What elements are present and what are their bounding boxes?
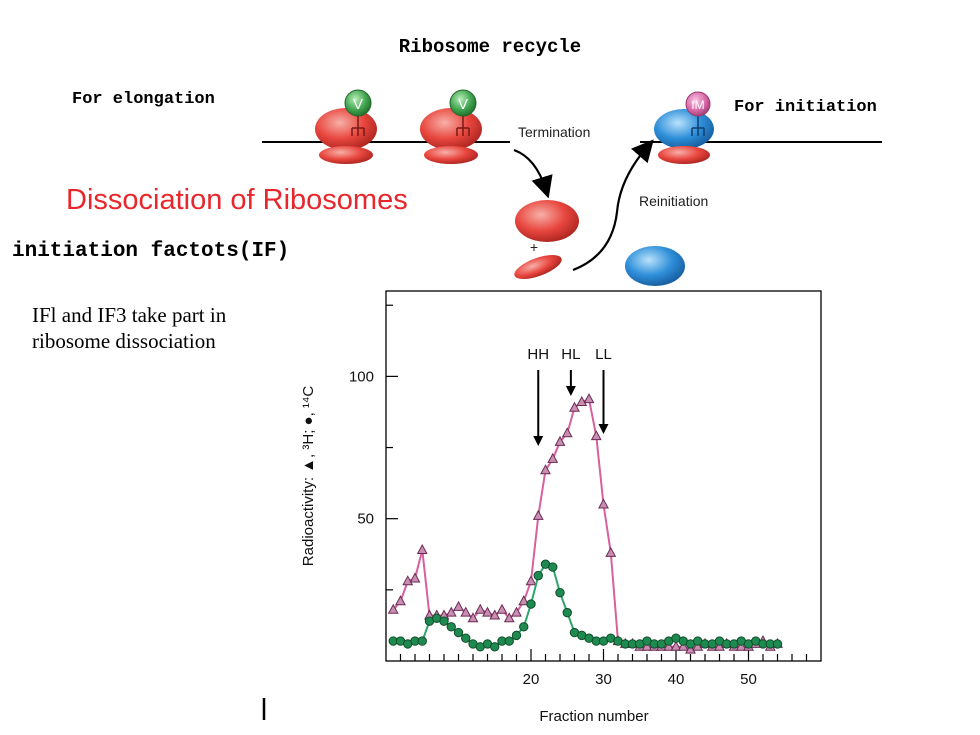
- data-point: [685, 643, 696, 654]
- data-point: [569, 401, 580, 412]
- label-reinitiation: Reinitiation: [639, 193, 708, 209]
- data-point: [445, 606, 457, 617]
- y-axis-ticks: 50 100: [349, 304, 398, 591]
- x-axis-label: Fraction number: [539, 708, 648, 725]
- note-text: IFl and IF3 take part in ribosome dissoc…: [32, 302, 332, 354]
- trna-v-icon: [449, 89, 477, 117]
- data-point: [518, 595, 530, 606]
- data-point: [474, 603, 486, 614]
- small-subunit-free: [514, 254, 562, 280]
- peak-arrowhead: [533, 436, 544, 446]
- y-tick-label: 50: [357, 511, 374, 528]
- data-point: [561, 427, 573, 438]
- series-h3-triangles: [387, 393, 783, 654]
- data-point: [395, 595, 406, 606]
- peak-label: HL: [561, 346, 580, 363]
- data-point: [461, 633, 471, 643]
- label-for-initiation: For initiation: [734, 98, 877, 117]
- x-tick-label: 30: [595, 671, 612, 688]
- data-point: [576, 395, 588, 406]
- data-point: [677, 640, 689, 651]
- slide-title: Ribosome recycle: [398, 36, 582, 58]
- large-subunit-free: [515, 200, 579, 242]
- data-point: [489, 609, 501, 620]
- data-point: [490, 642, 500, 652]
- data-point: [670, 640, 682, 651]
- data-point: [540, 464, 551, 475]
- x-tick-label: 20: [523, 671, 540, 688]
- trna-label: V: [353, 96, 363, 113]
- heading-dissociation: Dissociation of Ribosomes: [66, 184, 408, 216]
- data-point: [692, 640, 704, 651]
- data-point: [417, 636, 427, 646]
- data-point: [409, 572, 421, 583]
- trna-fm-icon: [685, 91, 711, 117]
- heading-initiation-factors: initiation factots(IF): [12, 240, 290, 263]
- data-point: [533, 570, 543, 581]
- data-point: [446, 622, 456, 632]
- data-point: [460, 606, 472, 617]
- data-point: [439, 616, 449, 626]
- data-point: [735, 640, 747, 651]
- data-point: [547, 452, 559, 463]
- peak-markers: HH HL LL: [527, 346, 612, 446]
- data-point: [590, 430, 602, 441]
- data-point: [772, 639, 783, 649]
- data-series: [387, 393, 783, 654]
- x-tick-label: 50: [740, 671, 757, 688]
- data-point: [496, 603, 508, 614]
- ribosome-2: V: [420, 89, 482, 164]
- data-point: [605, 546, 617, 557]
- data-point: [548, 562, 558, 572]
- peak-arrowhead: [598, 424, 609, 434]
- data-point: [532, 509, 544, 520]
- data-point: [714, 640, 725, 651]
- blue-subunit-free: [625, 246, 685, 286]
- data-point: [453, 600, 464, 611]
- ribosome-1: V: [315, 89, 377, 164]
- data-point: [511, 606, 522, 617]
- note-line-1: IFl and IF3 take part in: [32, 303, 227, 327]
- data-point: [562, 607, 572, 618]
- data-point: [554, 435, 566, 446]
- data-point: [583, 393, 595, 404]
- peak-arrowhead: [565, 386, 576, 396]
- data-point: [511, 630, 522, 641]
- reinitiation-arrow: [572, 139, 654, 272]
- data-point: [453, 627, 464, 638]
- label-termination: Termination: [518, 124, 590, 140]
- trna-v-icon: [344, 89, 372, 117]
- label-for-elongation: For elongation: [72, 90, 215, 109]
- data-point: [598, 498, 609, 509]
- trna-label: fM: [691, 98, 704, 112]
- data-point: [387, 603, 399, 614]
- x-axis-ticks: 20 30 40 50: [399, 649, 808, 688]
- data-point: [467, 612, 479, 623]
- data-point: [519, 622, 529, 632]
- data-point: [504, 636, 514, 646]
- x-tick-label: 40: [668, 671, 685, 688]
- data-point: [663, 640, 675, 651]
- data-point: [503, 612, 515, 623]
- y-axis-label: Radioactivity: ▲, ³H; ●, ¹⁴C: [300, 386, 317, 567]
- ribosome-initiation: fM: [654, 91, 714, 164]
- data-point: [482, 606, 493, 617]
- peak-label: LL: [595, 346, 612, 363]
- plus-sign: +: [530, 239, 538, 255]
- data-point: [526, 599, 536, 609]
- series-c14-circles: [388, 559, 783, 652]
- data-point: [525, 575, 537, 586]
- trna-label: V: [458, 96, 468, 113]
- y-tick-label: 100: [349, 368, 374, 385]
- data-point: [555, 587, 565, 598]
- peak-label: HH: [527, 346, 549, 363]
- data-point: [416, 543, 428, 554]
- data-point: [402, 575, 414, 586]
- note-line-2: ribosome dissociation: [32, 329, 216, 353]
- data-point: [641, 640, 653, 651]
- termination-arrow: [513, 148, 553, 199]
